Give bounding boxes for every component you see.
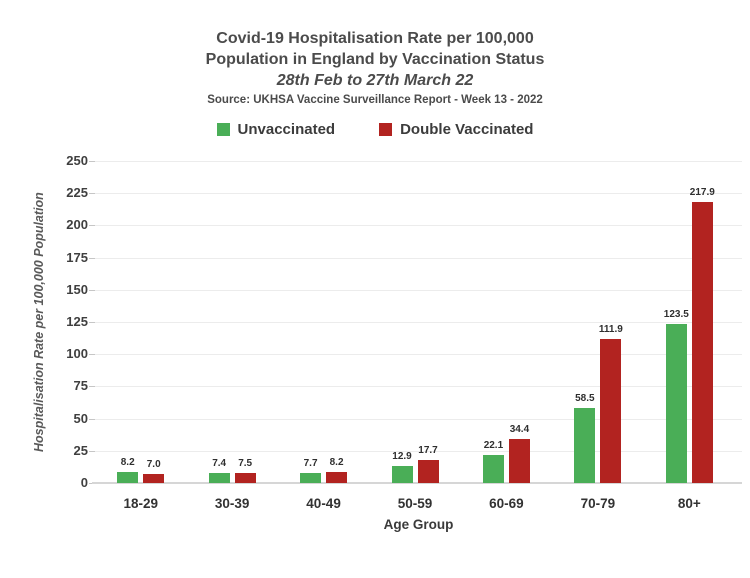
- value-label-unvaccinated-30-39: 7.4: [212, 458, 227, 470]
- bar-unvaccinated-40-49: [300, 473, 322, 483]
- legend-swatch-green-icon: [216, 123, 230, 136]
- y-tick-label-50: 50: [73, 410, 88, 426]
- value-label-unvaccinated-50-59: 12.9: [392, 451, 412, 463]
- y-tick-125: [89, 322, 95, 323]
- legend-item-double-vaccinated: Double Vaccinated: [379, 121, 533, 138]
- legend-label-double-vaccinated: Double Vaccinated: [400, 121, 534, 138]
- value-label-double-vaccinated-18-29: 7.0: [146, 458, 161, 470]
- gridline-25: [95, 450, 742, 452]
- y-tick-label-25: 25: [73, 442, 88, 458]
- x-category-label-30-39: 30-39: [214, 496, 250, 511]
- y-tick-200: [89, 225, 95, 227]
- bar-unvaccinated-70-79: [574, 407, 596, 483]
- y-tick-25: [89, 450, 95, 452]
- chart-title-line2: Population in England by Vaccination Sta…: [205, 51, 545, 68]
- y-tick-label-200: 200: [66, 217, 88, 233]
- bar-unvaccinated-50-59: [391, 466, 413, 483]
- bar-double-vaccinated-60-69: [508, 438, 530, 483]
- chart-subtitle: 28th Feb to 27th March 22: [276, 72, 474, 89]
- gridline-50: [95, 418, 742, 420]
- gridline-225: [95, 193, 742, 195]
- value-label-unvaccinated-18-29: 8.2: [120, 457, 135, 469]
- gridline-150: [95, 289, 742, 291]
- bar-unvaccinated-60-69: [482, 454, 504, 483]
- y-tick-label-250: 250: [66, 153, 88, 168]
- value-label-double-vaccinated-40-49: 8.2: [329, 457, 344, 469]
- chart-title-line1: Covid-19 Hospitalisation Rate per 100,00…: [216, 30, 534, 47]
- gridline-125: [95, 322, 742, 323]
- y-tick-175: [89, 257, 95, 259]
- value-label-unvaccinated-40-49: 7.7: [303, 458, 318, 470]
- value-label-double-vaccinated-60-69: 34.4: [509, 423, 530, 435]
- bar-double-vaccinated-40-49: [326, 472, 348, 483]
- x-category-label-60-69: 60-69: [489, 496, 524, 511]
- gridline-75: [95, 386, 742, 388]
- y-tick-label-125: 125: [66, 314, 88, 329]
- value-label-unvaccinated-70-79: 58.5: [575, 392, 595, 404]
- bar-unvaccinated-18-29: [117, 472, 139, 483]
- x-axis-title: Age Group: [383, 517, 454, 532]
- x-category-label-18-29: 18-29: [123, 496, 158, 511]
- x-axis-line: [92, 482, 742, 484]
- bar-double-vaccinated-70-79: [600, 338, 622, 483]
- y-tick-250: [89, 161, 95, 162]
- y-tick-label-225: 225: [66, 185, 88, 201]
- y-tick-label-75: 75: [73, 378, 88, 394]
- y-tick-label-150: 150: [66, 281, 88, 297]
- value-label-double-vaccinated-50-59: 17.7: [418, 445, 438, 457]
- bar-unvaccinated-30-39: [208, 473, 230, 483]
- value-label-unvaccinated-80+: 123.5: [663, 308, 689, 320]
- gridline-200: [95, 225, 742, 227]
- gridline-175: [95, 257, 742, 259]
- chart-header: Covid-19 Hospitalisation Rate per 100,00…: [0, 28, 750, 106]
- y-tick-label-0: 0: [80, 475, 88, 490]
- y-tick-label-100: 100: [66, 346, 88, 362]
- legend-item-unvaccinated: Unvaccinated: [216, 121, 336, 138]
- y-tick-150: [89, 289, 95, 291]
- legend-swatch-red-icon: [379, 123, 393, 136]
- bar-double-vaccinated-18-29: [143, 473, 165, 483]
- chart-legend: Unvaccinated Double Vaccinated: [0, 121, 750, 138]
- value-label-double-vaccinated-80+: 217.9: [689, 187, 715, 199]
- bar-double-vaccinated-50-59: [417, 460, 439, 483]
- value-label-unvaccinated-60-69: 22.1: [483, 439, 504, 451]
- y-tick-75: [89, 386, 95, 388]
- bar-unvaccinated-80+: [665, 323, 687, 483]
- x-category-label-50-59: 50-59: [397, 496, 433, 511]
- bar-double-vaccinated-30-39: [234, 473, 256, 483]
- legend-label-unvaccinated: Unvaccinated: [237, 121, 336, 138]
- chart-source-note: Source: UKHSA Vaccine Surveillance Repor…: [207, 94, 543, 106]
- x-category-label-70-79: 70-79: [580, 496, 616, 511]
- value-label-double-vaccinated-30-39: 7.5: [238, 458, 253, 470]
- value-label-double-vaccinated-70-79: 111.9: [598, 323, 623, 335]
- y-tick-label-175: 175: [66, 249, 88, 265]
- gridline-100: [95, 354, 742, 356]
- bar-double-vaccinated-80+: [691, 202, 713, 483]
- y-tick-225: [89, 193, 95, 195]
- gridline-250: [95, 161, 742, 162]
- x-category-label-40-49: 40-49: [306, 496, 341, 511]
- y-tick-100: [89, 354, 95, 356]
- y-tick-50: [89, 418, 95, 420]
- x-category-label-80+: 80+: [677, 496, 701, 511]
